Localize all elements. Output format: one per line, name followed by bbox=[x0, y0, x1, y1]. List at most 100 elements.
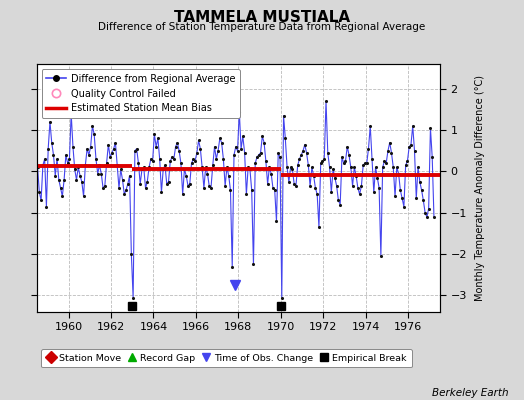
Point bbox=[352, 172, 361, 179]
Point bbox=[320, 156, 329, 162]
Point bbox=[364, 146, 373, 152]
Point bbox=[359, 162, 367, 168]
Point bbox=[292, 183, 300, 189]
Point bbox=[412, 195, 420, 202]
Point bbox=[166, 158, 174, 164]
Point bbox=[31, 160, 40, 166]
Point bbox=[209, 162, 217, 168]
Point bbox=[74, 164, 82, 170]
Point bbox=[310, 172, 318, 179]
Point bbox=[382, 160, 390, 166]
Point bbox=[340, 160, 348, 166]
Point bbox=[175, 148, 183, 154]
Point bbox=[185, 181, 194, 187]
Point bbox=[116, 166, 125, 173]
Point bbox=[110, 146, 118, 152]
Point bbox=[238, 133, 247, 140]
Point bbox=[251, 160, 259, 166]
Point bbox=[242, 191, 250, 197]
Point bbox=[306, 183, 314, 189]
Point bbox=[285, 178, 293, 185]
Point bbox=[375, 185, 383, 191]
Point bbox=[217, 139, 226, 146]
Point bbox=[63, 160, 72, 166]
Point bbox=[214, 148, 222, 154]
Point bbox=[345, 152, 353, 158]
Text: TAMMELA MUSTIALA: TAMMELA MUSTIALA bbox=[174, 10, 350, 25]
Point bbox=[72, 176, 81, 183]
Point bbox=[219, 156, 227, 162]
Point bbox=[293, 162, 302, 168]
Point bbox=[354, 185, 362, 191]
Point bbox=[261, 158, 270, 164]
Point bbox=[136, 181, 145, 187]
Point bbox=[54, 176, 63, 183]
Point bbox=[81, 162, 90, 168]
Point bbox=[372, 164, 380, 170]
Point bbox=[409, 123, 417, 129]
Point bbox=[350, 164, 358, 170]
Point bbox=[322, 98, 330, 104]
Point bbox=[299, 148, 307, 154]
Point bbox=[366, 123, 375, 129]
Point bbox=[281, 135, 289, 142]
Point bbox=[377, 253, 385, 259]
Point bbox=[168, 154, 176, 160]
Point bbox=[421, 210, 429, 216]
Point bbox=[143, 178, 151, 185]
Point bbox=[315, 224, 323, 230]
Point bbox=[104, 141, 113, 148]
Point bbox=[226, 187, 235, 193]
Point bbox=[156, 156, 164, 162]
Point bbox=[162, 181, 171, 187]
Point bbox=[88, 123, 96, 129]
Point bbox=[141, 185, 150, 191]
Point bbox=[159, 166, 167, 173]
Point bbox=[327, 189, 335, 195]
Point bbox=[355, 191, 364, 197]
Point bbox=[232, 144, 240, 150]
Point bbox=[138, 166, 146, 173]
Point bbox=[398, 195, 406, 202]
Point bbox=[308, 164, 316, 170]
Point bbox=[76, 172, 84, 179]
Point bbox=[139, 164, 148, 170]
Point bbox=[237, 146, 245, 152]
Point bbox=[384, 148, 392, 154]
Point bbox=[265, 164, 274, 170]
Point bbox=[71, 166, 79, 173]
Point bbox=[269, 185, 277, 191]
Point bbox=[260, 139, 268, 146]
Point bbox=[301, 141, 309, 148]
Point bbox=[405, 144, 413, 150]
Point bbox=[26, 146, 35, 152]
Point bbox=[177, 160, 185, 166]
Point bbox=[165, 178, 173, 185]
Point bbox=[343, 144, 352, 150]
Point bbox=[380, 158, 389, 164]
Point bbox=[274, 150, 282, 156]
Point bbox=[407, 141, 415, 148]
Point bbox=[97, 170, 105, 177]
Point bbox=[60, 176, 68, 183]
Point bbox=[203, 170, 212, 177]
Point bbox=[253, 154, 261, 160]
Point bbox=[122, 187, 130, 193]
Point bbox=[272, 218, 281, 224]
Point bbox=[42, 203, 51, 210]
Point bbox=[430, 214, 438, 220]
Point bbox=[244, 164, 253, 170]
Point bbox=[35, 189, 43, 195]
Point bbox=[28, 164, 37, 170]
Point bbox=[426, 125, 434, 131]
Point bbox=[325, 164, 334, 170]
Point bbox=[278, 294, 286, 301]
Point bbox=[270, 187, 279, 193]
Point bbox=[130, 148, 139, 154]
Point bbox=[94, 170, 102, 177]
Point bbox=[101, 183, 109, 189]
Point bbox=[332, 183, 341, 189]
Point bbox=[49, 152, 58, 158]
Point bbox=[25, 135, 33, 142]
Point bbox=[30, 181, 38, 187]
